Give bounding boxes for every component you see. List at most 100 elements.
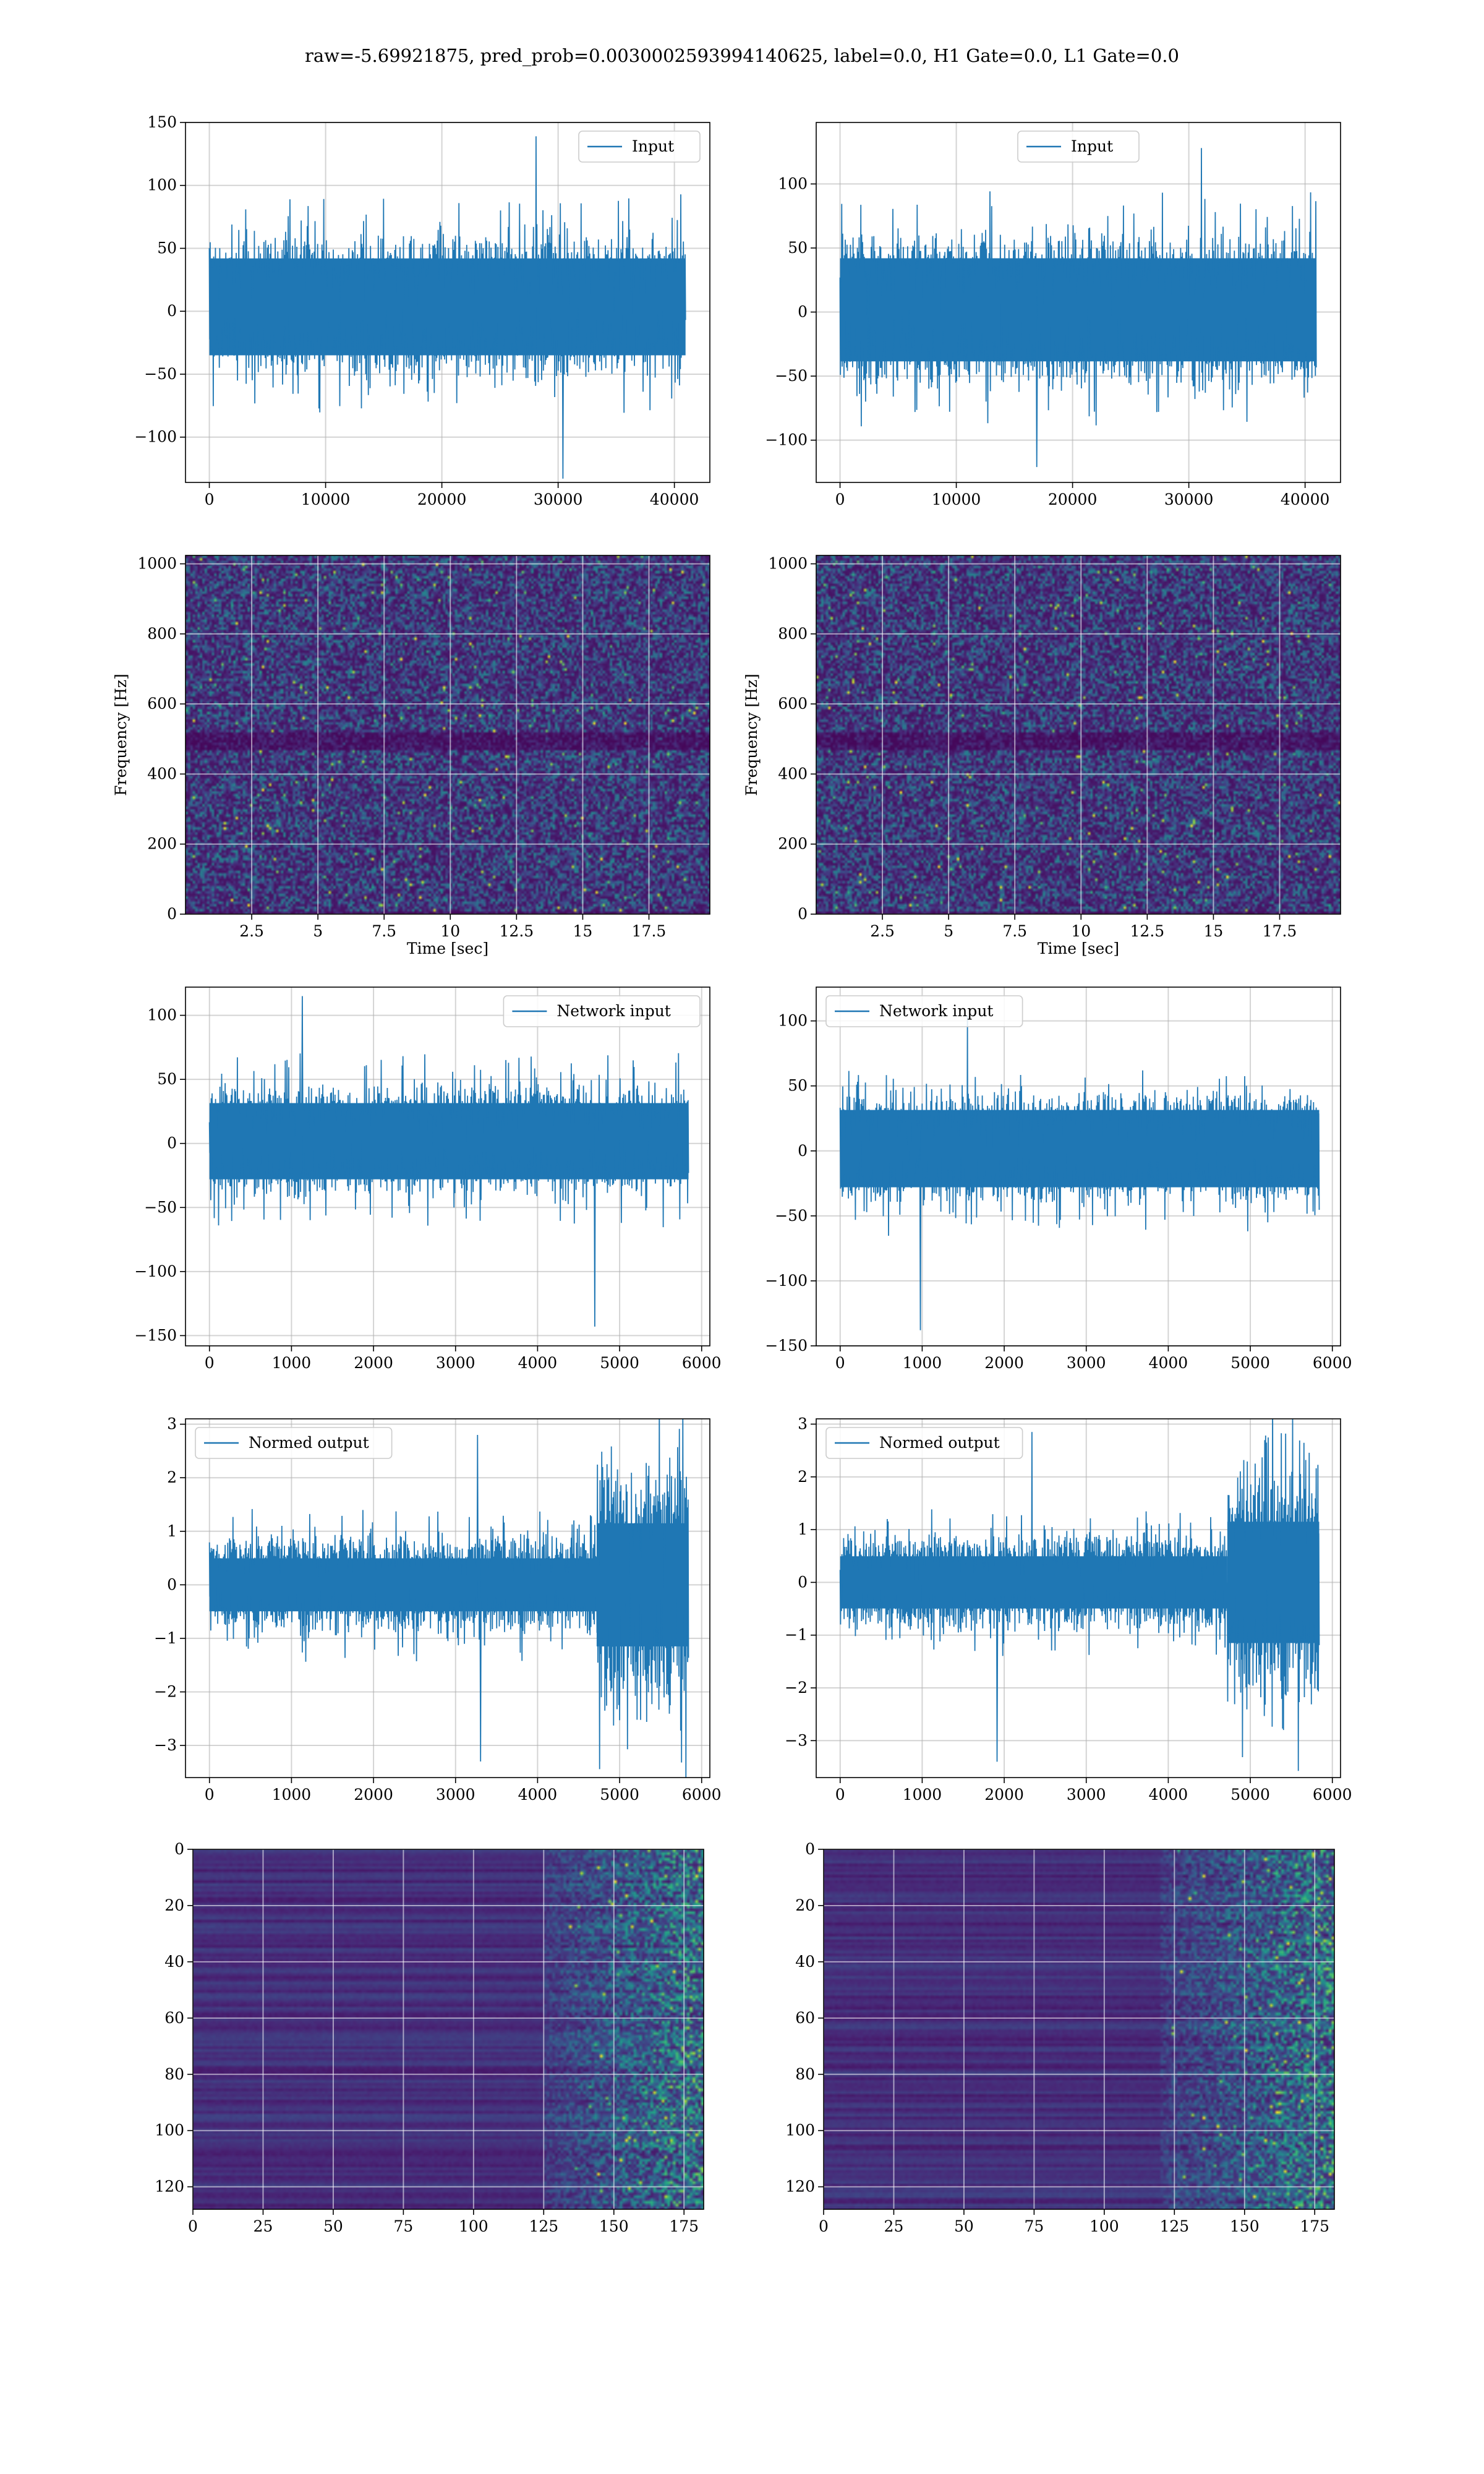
y-tick-label: 40 [795, 1953, 815, 1971]
x-tick-label: 15 [573, 922, 593, 940]
axes-frame [816, 122, 1341, 483]
y-tick-label: 0 [167, 1575, 177, 1593]
legend: Normed output [195, 1427, 393, 1459]
x-tick-label: 6000 [682, 1786, 722, 1804]
x-tick-label: 150 [599, 2217, 629, 2235]
y-tick-label: 0 [167, 302, 177, 320]
x-tick-label: 10 [1071, 922, 1091, 940]
x-tick-label: 75 [1024, 2217, 1044, 2235]
y-tick-label: 20 [795, 1896, 815, 1914]
y-tick-label: 1000 [137, 555, 177, 573]
y-tick-label: 100 [155, 2121, 184, 2139]
y-tick-label: 1 [167, 1522, 177, 1540]
subplots: 0 10000 20000 30000 40000−100−50050100150Inp… [112, 113, 1352, 2235]
x-tick-label: 2.5 [239, 922, 264, 940]
y-tick-label: 50 [157, 239, 177, 257]
axes-frame [816, 555, 1341, 915]
y-tick-label: −3 [154, 1736, 177, 1754]
x-tick-label: 40000 [1281, 490, 1330, 508]
x-tick-label: 25 [254, 2217, 273, 2235]
y-tick-label: −100 [765, 1272, 808, 1290]
legend-label: Normed output [879, 1434, 1000, 1452]
x-tick-label: 0 [205, 490, 215, 508]
x-tick-label: 2.5 [870, 922, 895, 940]
y-tick-label: 600 [778, 695, 808, 713]
y-tick-label: −150 [765, 1337, 808, 1355]
x-tick-label: 2000 [354, 1786, 393, 1804]
figure-suptitle: raw=-5.69921875, pred_prob=0.00300025939… [305, 45, 1179, 67]
series-line [208, 996, 689, 1327]
y-tick-label: −1 [785, 1626, 808, 1644]
y-tick-label: 0 [798, 303, 808, 321]
x-tick-label: 10 [440, 922, 460, 940]
legend: Network input [825, 995, 1023, 1027]
y-tick-label: 800 [778, 625, 808, 643]
y-tick-label: −50 [144, 365, 177, 383]
y-tick-label: 100 [778, 1012, 808, 1030]
x-tick-label: 15 [1204, 922, 1224, 940]
y-tick-label: 100 [778, 174, 808, 192]
y-tick-label: 800 [147, 625, 177, 643]
x-tick-label: 3000 [436, 1354, 475, 1372]
axes-frame [192, 1849, 704, 2210]
y-tick-label: −50 [144, 1198, 177, 1216]
x-tick-label: 175 [1300, 2217, 1329, 2235]
y-tick-label: −100 [134, 428, 177, 446]
x-tick-label: 50 [323, 2217, 343, 2235]
x-tick-label: 3000 [1067, 1786, 1106, 1804]
y-tick-label: −2 [785, 1679, 808, 1697]
y-tick-label: 3 [798, 1415, 808, 1433]
x-tick-label: 6000 [682, 1354, 722, 1372]
legend: Input [578, 131, 701, 163]
x-tick-label: 2000 [984, 1786, 1024, 1804]
subplot-r5c2: 0 25 50 75 100 125 150 175 0 20 40 60 80 100 120 [785, 1840, 1335, 2235]
x-tick-label: 4000 [518, 1786, 558, 1804]
y-tick-label: 150 [147, 113, 177, 131]
series-line [839, 1016, 1320, 1330]
y-tick-label: −150 [134, 1326, 177, 1344]
subplot-r2c1: 2.5 5 7.5 10 12.5 15 17.5 0 200 400 600 800 1000 Time… [112, 555, 710, 957]
subplot-r3c1: 0 1000 2000 3000 4000 5000 6000 −150 −100 −50 0 50 1… [134, 987, 722, 1372]
heatmap-image [816, 555, 1341, 914]
legend: Network input [503, 995, 701, 1027]
x-tick-label: 100 [1090, 2217, 1119, 2235]
heatmap-image [824, 1849, 1334, 2209]
x-tick-label: 25 [884, 2217, 904, 2235]
y-tick-label: −1 [154, 1629, 177, 1647]
x-tick-label: 12.5 [1130, 922, 1165, 940]
x-tick-label: 1000 [903, 1786, 942, 1804]
y-tick-label: 50 [788, 1077, 808, 1095]
y-tick-label: 0 [798, 1142, 808, 1160]
x-tick-label: 100 [459, 2217, 488, 2235]
x-tick-label: 10000 [301, 490, 351, 508]
legend-label: Input [632, 137, 674, 155]
y-tick-label: 200 [147, 835, 177, 853]
y-tick-label: 40 [164, 1953, 184, 1971]
subplot-r4c1: 0 1000 2000 3000 4000 5000 6000 −3 −2 −1 0 1 2 3 Norme… [154, 1415, 722, 1804]
x-tick-label: 30000 [534, 490, 583, 508]
x-tick-label: 175 [669, 2217, 699, 2235]
x-axis-label: Time [sec] [1038, 940, 1119, 957]
x-tick-label: 0 [835, 490, 845, 508]
y-tick-label: 1000 [768, 555, 808, 573]
x-tick-label: 20000 [417, 490, 467, 508]
x-tick-label: 5 [313, 922, 323, 940]
x-tick-label: 6000 [1313, 1354, 1352, 1372]
x-tick-label: 75 [393, 2217, 413, 2235]
x-tick-label: 50 [954, 2217, 974, 2235]
axes-frame [185, 555, 710, 915]
y-axis-label: Frequency [Hz] [112, 674, 130, 796]
x-tick-label: 0 [205, 1354, 215, 1372]
y-tick-label: 100 [147, 1006, 177, 1024]
series-line [208, 1419, 689, 1778]
x-tick-label: 17.5 [632, 922, 667, 940]
subplot-r4c2: 0 1000 2000 3000 4000 5000 6000 −3 −2 −1 0 1 2 3 Norme… [785, 1415, 1352, 1804]
y-axis-label: Frequency [Hz] [743, 674, 761, 796]
y-tick-label: 50 [157, 1070, 177, 1088]
legend-box [825, 995, 1023, 1027]
legend-label: Normed output [249, 1434, 369, 1452]
x-tick-label: 2000 [984, 1354, 1024, 1372]
x-tick-label: 17.5 [1263, 922, 1297, 940]
legend: Input [1017, 131, 1140, 163]
